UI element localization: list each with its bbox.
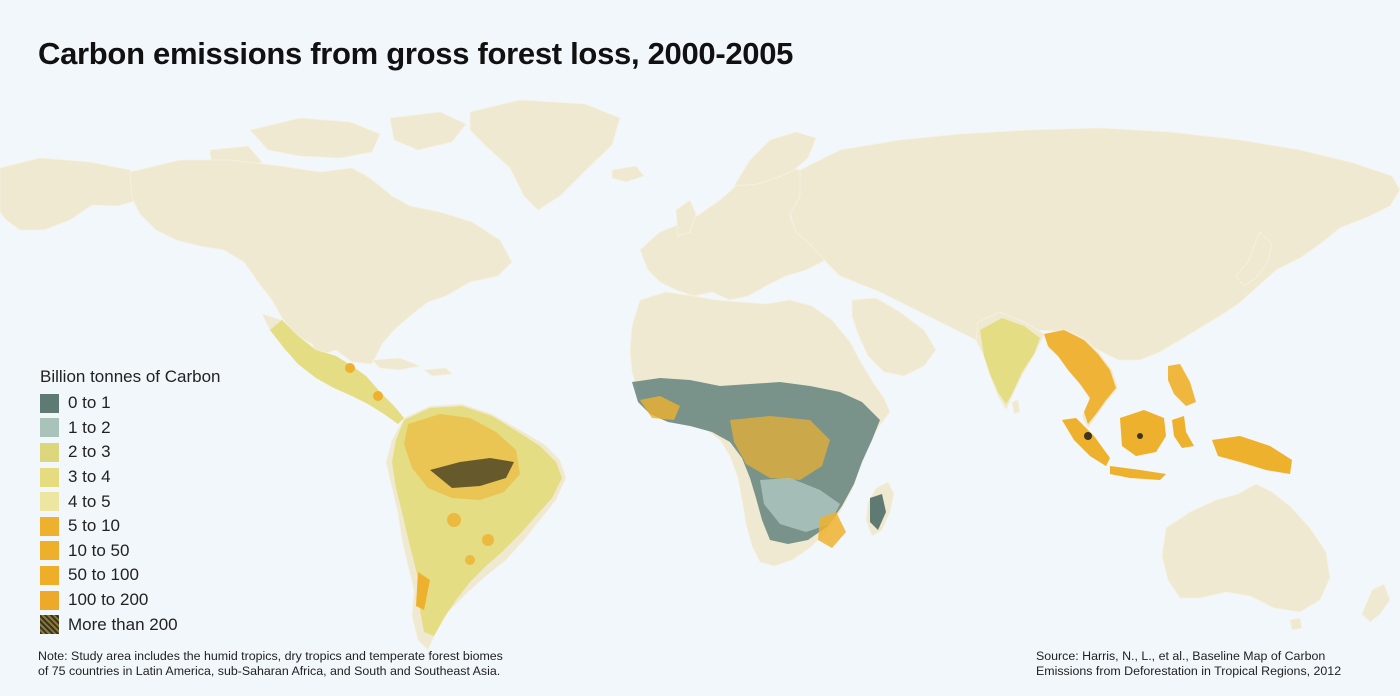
legend-label: 10 to 50 [68, 540, 130, 560]
legend-item: 100 to 200 [40, 588, 221, 613]
legend-item: 5 to 10 [40, 514, 221, 539]
legend-item: 50 to 100 [40, 563, 221, 588]
legend-item: 4 to 5 [40, 489, 221, 514]
new-zealand-shape [1361, 583, 1391, 623]
legend-label: 5 to 10 [68, 516, 120, 536]
legend-label: 2 to 3 [68, 442, 111, 462]
legend-item: 2 to 3 [40, 440, 221, 465]
legend-item: 3 to 4 [40, 465, 221, 490]
legend-items: 0 to 1 1 to 2 2 to 3 3 to 4 4 to 5 5 to … [40, 391, 221, 637]
source-line: Emissions from Deforestation in Tropical… [1036, 664, 1342, 678]
legend-swatch [40, 590, 59, 610]
tasmania-shape [1289, 617, 1303, 631]
greenland-shape [469, 99, 621, 211]
legend-swatch [40, 467, 59, 487]
legend-swatch [40, 393, 59, 413]
source-citation: Source: Harris, N., L., et al., Baseline… [1036, 649, 1341, 679]
arctic-islands-shape-2 [389, 111, 467, 151]
source-line: Source: Harris, N., L., et al., Baseline… [1036, 649, 1326, 663]
map-title: Carbon emissions from gross forest loss,… [38, 36, 794, 71]
legend-item: More than 200 [40, 612, 221, 637]
caribbean-shape [371, 357, 422, 371]
arabia-shape [851, 297, 937, 377]
legend-label: More than 200 [68, 614, 178, 634]
iceland-shape [611, 165, 645, 183]
legend-label: 3 to 4 [68, 467, 111, 487]
scandinavia-shape [733, 131, 817, 187]
legend-swatch [40, 615, 59, 635]
legend-item: 1 to 2 [40, 416, 221, 441]
legend-swatch [40, 565, 59, 585]
sri-lanka-shape [1011, 399, 1021, 415]
north-america-shape [129, 159, 513, 365]
study-note-line: Note: Study area includes the humid trop… [38, 649, 503, 663]
legend: Billion tonnes of Carbon 0 to 1 1 to 2 2… [40, 367, 221, 637]
emissions-south-asia [980, 318, 1292, 480]
legend-swatch [40, 442, 59, 462]
emissions-africa [632, 378, 886, 548]
legend-swatch [40, 516, 59, 536]
arctic-islands-shape [249, 117, 381, 159]
legend-label: 4 to 5 [68, 491, 111, 511]
japan-shape [1235, 231, 1273, 287]
study-note: Note: Study area includes the humid trop… [38, 649, 503, 679]
legend-label: 0 to 1 [68, 393, 111, 413]
legend-item: 0 to 1 [40, 391, 221, 416]
legend-label: 100 to 200 [68, 590, 149, 610]
legend-item: 10 to 50 [40, 539, 221, 564]
legend-label: 50 to 100 [68, 565, 139, 585]
australia-shape [1161, 483, 1331, 613]
asia-shape [789, 127, 1400, 361]
alaska-shape [0, 157, 151, 231]
legend-title: Billion tonnes of Carbon [40, 367, 221, 386]
legend-swatch [40, 541, 59, 561]
legend-swatch [40, 418, 59, 438]
legend-swatch [40, 492, 59, 512]
study-note-line: of 75 countries in Latin America, sub-Sa… [38, 664, 501, 678]
hispaniola-shape [422, 367, 453, 377]
emissions-central-america [270, 320, 404, 424]
emissions-south-america [392, 406, 562, 636]
uk-shape [675, 199, 697, 237]
legend-label: 1 to 2 [68, 417, 111, 437]
